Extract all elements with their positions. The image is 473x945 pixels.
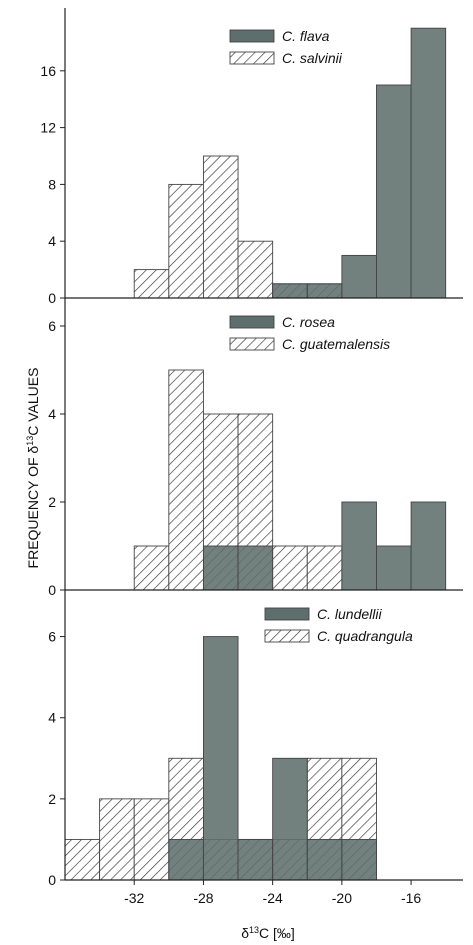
x-tick-label: -24 — [263, 890, 283, 906]
legend-swatch — [229, 29, 275, 43]
legend-label: C. quadrangula — [317, 628, 413, 644]
y-tick-label: 2 — [48, 791, 56, 807]
bar-csalvinii--30 — [168, 183, 204, 299]
bar-cquadrangula--32 — [133, 798, 170, 881]
bar-clundellii--28 — [202, 636, 239, 881]
legend-swatch — [229, 337, 275, 351]
legend-label: C. lundellii — [317, 606, 382, 622]
panel-1: 0 4 8 12 16 C. flava C. salvinii — [40, 8, 463, 306]
bar-clundellii--26 — [237, 838, 274, 881]
bar-cquadrangula--34 — [99, 798, 135, 881]
y-tick-label: 6 — [48, 629, 56, 645]
legend-swatch — [229, 51, 275, 65]
y-tick-label: 2 — [48, 494, 56, 510]
x-tick-label: -28 — [193, 890, 213, 906]
legend-label: C. guatemalensis — [282, 336, 390, 352]
bar-cflava--16 — [410, 27, 447, 299]
bar-cguatemalensis--22 — [306, 545, 343, 591]
y-tick-label: 0 — [48, 582, 56, 598]
y-tick-label: 0 — [48, 290, 56, 306]
bar-csalvinii--28 — [202, 155, 239, 299]
legend-swatch — [229, 315, 275, 329]
y-tick-label: 6 — [48, 318, 56, 334]
legend-flava-salvinii: C. flava C. salvinii — [229, 28, 343, 66]
bar-cguatemalensis--24 — [272, 545, 308, 591]
bar-crosea--20 — [341, 501, 377, 591]
bar-crosea--28 — [202, 545, 239, 591]
y-tick-label: 12 — [40, 120, 56, 136]
bar-cflava--22 — [306, 283, 343, 299]
legend-swatch — [264, 629, 310, 643]
y-tick-label: 4 — [48, 710, 56, 726]
bar-crosea--18 — [376, 545, 412, 591]
legend-rosea-guatemalensis: C. rosea C. guatemalensis — [229, 314, 390, 352]
legend-label: C. flava — [282, 28, 330, 44]
x-tick-label: -20 — [332, 890, 352, 906]
bar-csalvinii--32 — [133, 269, 170, 299]
y-axis-title: FREQUENCY OF δ13C VALUES — [25, 368, 41, 569]
bar-clundellii--20 — [341, 838, 377, 881]
y-tick-label: 4 — [48, 233, 56, 249]
bar-cquadrangula--36 — [64, 838, 101, 881]
legend-lundellii-quadrangula: C. lundellii C. quadrangula — [264, 606, 413, 644]
bar-clundellii--22 — [306, 838, 343, 881]
bar-clundellii--24 — [272, 757, 308, 881]
legend-label: C. salvinii — [282, 50, 343, 66]
panel-3: 0 2 4 6 -32 -28 -24 -20 -16 C. lundellii C. quadra… — [48, 590, 463, 906]
bar-csalvinii--26 — [237, 240, 274, 299]
bar-crosea--26 — [237, 545, 274, 591]
bar-crosea--16 — [410, 501, 447, 591]
panel-2: 0 2 4 6 C. rosea C. guatemalensis — [48, 298, 463, 598]
bar-clundellii--30 — [168, 838, 204, 881]
bar-cflava--18 — [376, 84, 412, 299]
bar-cflava--20 — [341, 254, 377, 299]
legend-label: C. rosea — [282, 314, 335, 330]
x-tick-label: -16 — [401, 890, 421, 906]
y-tick-label: 8 — [48, 176, 56, 192]
x-axis-title: δ13C [‰] — [241, 925, 295, 941]
y-tick-label: 4 — [48, 406, 56, 422]
x-tick-label: -32 — [124, 890, 144, 906]
y-tick-label: 0 — [48, 872, 56, 888]
bar-cguatemalensis--32 — [133, 545, 170, 591]
y-tick-label: 16 — [40, 63, 56, 79]
legend-swatch — [264, 607, 310, 621]
bar-cguatemalensis--30 — [168, 369, 204, 591]
bar-cflava--24 — [272, 283, 308, 299]
